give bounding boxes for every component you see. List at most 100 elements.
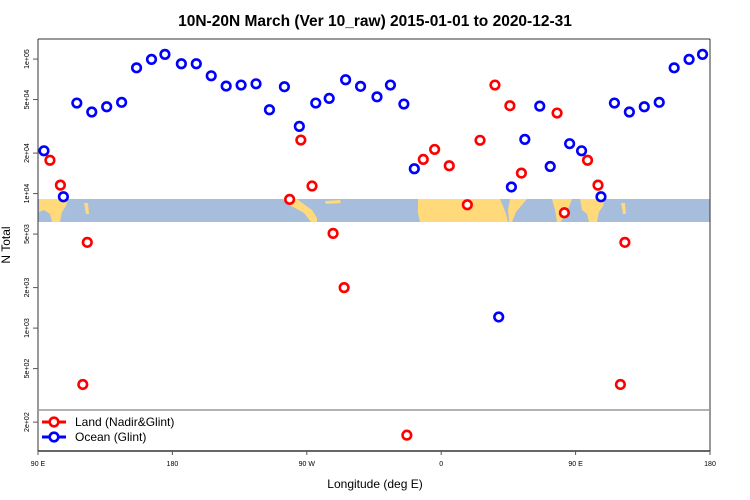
ocean-point <box>190 58 202 70</box>
x-tick-label: 90 E <box>31 461 46 468</box>
land-point <box>284 193 296 205</box>
ocean-point <box>534 100 546 112</box>
land-point <box>592 179 604 191</box>
x-tick-label: 90 E <box>568 461 583 468</box>
ocean-point <box>519 133 531 145</box>
land-point <box>417 153 429 166</box>
map-land-africa <box>418 199 508 222</box>
ocean-point <box>205 70 217 82</box>
map-land-indochina <box>39 199 68 222</box>
ocean-point <box>57 191 69 203</box>
ocean-point <box>668 62 680 74</box>
y-tick-label: 5e+04 <box>24 90 31 110</box>
legend-entry-ocean: Ocean (Glint) <box>42 430 146 444</box>
ocean-point <box>398 98 410 110</box>
x-axis-ticks: 90 E 180 90 W 0 90 E 180 <box>31 451 716 468</box>
y-axis-ticks: 1e+05 5e+04 2e+04 1e+04 5e+03 2e+03 1e+03 5e+02… <box>24 49 38 432</box>
land-point <box>327 227 339 239</box>
x-tick-label: 180 <box>704 461 716 468</box>
land-point <box>295 134 307 146</box>
legend-entry-land: Land (Nadir&Glint) <box>42 415 174 429</box>
land-point <box>619 236 631 248</box>
y-tick-label: 2e+04 <box>24 143 31 163</box>
ocean-point <box>340 74 352 86</box>
series-land <box>44 79 631 441</box>
ocean-point <box>564 138 576 150</box>
land-point <box>461 199 473 211</box>
ocean-point <box>116 96 128 108</box>
legend-label-land: Land (Nadir&Glint) <box>75 415 174 429</box>
legend-label-ocean: Ocean (Glint) <box>75 430 146 444</box>
land-point <box>77 378 89 391</box>
ocean-point <box>544 160 556 173</box>
ocean-point <box>623 106 635 118</box>
x-axis-label: Longitude (deg E) <box>327 477 422 491</box>
land-point <box>551 107 563 119</box>
x-tick-label: 90 W <box>299 461 316 468</box>
land-point <box>81 236 93 248</box>
ocean-point <box>159 48 171 60</box>
legend-marker-land <box>48 416 60 428</box>
map-land-arabia-somalia <box>508 199 527 222</box>
legend-marker-ocean <box>48 431 60 443</box>
ocean-point <box>323 92 335 105</box>
land-point <box>443 160 455 172</box>
ocean-point <box>371 91 383 103</box>
y-tick-label: 2e+02 <box>24 412 31 432</box>
ocean-point <box>130 62 143 74</box>
ocean-point <box>493 311 505 323</box>
y-tick-label: 1e+05 <box>24 49 31 69</box>
plot-frame <box>37 38 711 452</box>
map-band <box>38 199 710 222</box>
land-point <box>401 429 413 441</box>
legend: Land (Nadir&Glint) Ocean (Glint) <box>42 415 174 444</box>
ocean-point <box>683 53 695 65</box>
ocean-point <box>38 145 50 157</box>
y-tick-label: 2e+03 <box>24 278 31 298</box>
land-point <box>489 79 501 91</box>
land-point <box>429 143 441 156</box>
data-points <box>38 48 709 441</box>
ocean-point <box>505 181 517 193</box>
x-tick-label: 180 <box>167 461 179 468</box>
series-ocean <box>38 48 709 323</box>
map-land-central-america <box>283 199 317 222</box>
land-point <box>614 378 627 391</box>
y-tick-label: 1e+03 <box>24 318 31 338</box>
map-land-philippines <box>84 203 89 214</box>
land-point <box>474 134 486 146</box>
land-point <box>515 167 527 179</box>
y-tick-label: 1e+04 <box>24 184 31 204</box>
land-point <box>558 207 571 219</box>
y-axis-label: N Total <box>0 226 13 263</box>
ocean-point <box>101 101 113 113</box>
ocean-point <box>250 78 262 90</box>
ocean-point <box>608 97 621 109</box>
ocean-point <box>175 58 187 70</box>
ocean-point <box>595 191 607 203</box>
y-tick-label: 5e+02 <box>24 359 31 379</box>
chart-title: 10N-20N March (Ver 10_raw) 2015-01-01 to… <box>178 13 572 30</box>
map-land-philippines-right <box>621 203 626 214</box>
y-tick-label: 5e+03 <box>24 224 31 244</box>
ocean-point <box>653 96 665 108</box>
map-ocean <box>38 199 710 222</box>
land-point <box>44 154 56 166</box>
ocean-point <box>310 97 322 109</box>
ocean-point <box>384 79 397 91</box>
ocean-point <box>145 53 158 65</box>
land-point <box>54 179 67 191</box>
map-land-caribbean <box>325 200 341 204</box>
ocean-point <box>220 80 232 92</box>
ocean-point <box>293 120 305 132</box>
ocean-point <box>235 79 247 91</box>
ocean-point <box>696 48 709 60</box>
land-point <box>306 180 318 192</box>
map-land-indochina-right <box>580 199 605 222</box>
land-point <box>504 100 516 112</box>
ocean-point <box>263 104 276 116</box>
land-point <box>581 154 594 166</box>
ocean-point <box>278 81 291 93</box>
ocean-point <box>86 106 98 118</box>
